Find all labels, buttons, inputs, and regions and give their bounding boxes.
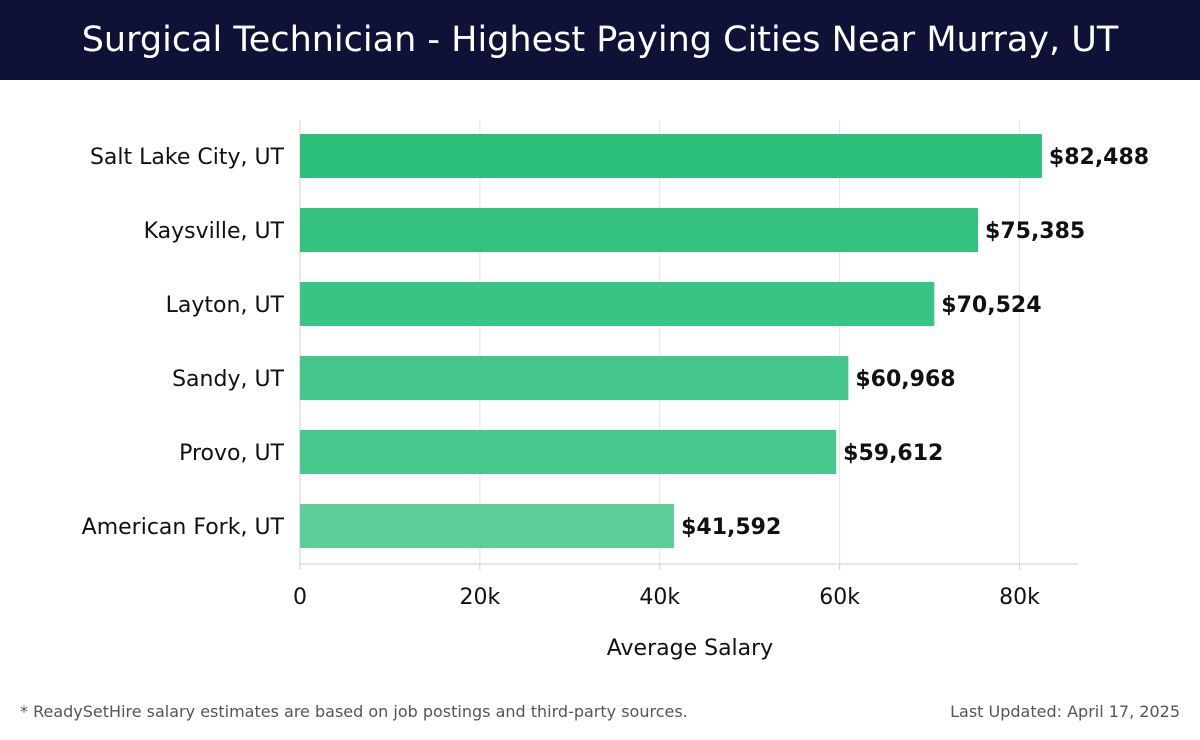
bar-chart: 0 20k 40k 60k 80k Salt Lake City, UT $82,488 Ka… xyxy=(82,120,1149,661)
bar xyxy=(300,208,979,252)
category-label: American Fork, UT xyxy=(82,515,285,540)
x-tick-label: 0 xyxy=(293,585,307,610)
value-label: $60,968 xyxy=(855,367,955,392)
bar xyxy=(300,504,675,548)
x-tick-label: 80k xyxy=(999,585,1040,610)
category-label: Provo, UT xyxy=(179,441,284,466)
category-label: Kaysville, UT xyxy=(144,219,285,244)
value-label: $82,488 xyxy=(1049,145,1149,170)
x-tick-label: 20k xyxy=(460,585,501,610)
bar xyxy=(300,430,837,474)
bar xyxy=(300,134,1042,178)
x-axis-title: Average Salary xyxy=(607,636,773,661)
category-label: Layton, UT xyxy=(166,293,285,318)
last-updated: Last Updated: April 17, 2025 xyxy=(950,702,1180,721)
category-label: Sandy, UT xyxy=(172,367,284,392)
bar xyxy=(300,356,849,400)
value-label: $41,592 xyxy=(681,515,781,540)
value-label: $75,385 xyxy=(985,219,1085,244)
x-tick-label: 60k xyxy=(819,585,860,610)
category-label: Salt Lake City, UT xyxy=(90,145,285,170)
value-label: $70,524 xyxy=(941,293,1041,318)
chart-title: Surgical Technician - Highest Paying Cit… xyxy=(81,20,1119,60)
footnote: * ReadySetHire salary estimates are base… xyxy=(20,702,688,721)
title-bar: Surgical Technician - Highest Paying Cit… xyxy=(0,0,1200,80)
x-tick-label: 40k xyxy=(639,585,680,610)
bar xyxy=(300,282,935,326)
value-label: $59,612 xyxy=(843,441,943,466)
